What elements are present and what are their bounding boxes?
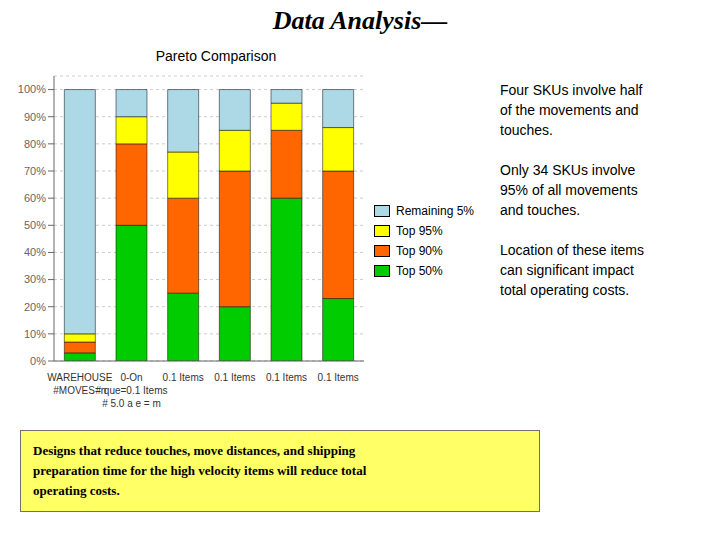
svg-text:70%: 70% (24, 165, 46, 177)
svg-text:20%: 20% (24, 301, 46, 313)
html-text:Top 50%: Top 50% (396, 264, 443, 278)
svg-text:50%: 50% (24, 219, 46, 231)
html-text:Pareto Comparison: Pareto Comparison (155, 48, 277, 64)
svg-text:10%: 10% (24, 328, 46, 340)
html-text:Remaining 5%: Remaining 5% (396, 204, 474, 218)
svg-text:90%: 90% (24, 111, 46, 123)
svg-text:40%: 40% (24, 246, 46, 258)
svg-text:0-On# que=0.1 Items# 5.0 a e =: 0-On# que=0.1 Items# 5.0 a e = m (96, 372, 168, 409)
html-text:Four SKUs involve half of the: Four SKUs involve half of the movements … (500, 82, 643, 138)
html-text:Top 95%: Top 95% (396, 224, 443, 238)
html-text:#MOVES=n: #MOVES=n (53, 385, 107, 396)
svg-text:0.1 Items: 0.1 Items (214, 372, 255, 383)
html-text:WAREHOUSE: WAREHOUSE (47, 372, 113, 383)
svg-text:0.1 Items: 0.1 Items (266, 372, 307, 383)
svg-text:100%: 100% (18, 83, 46, 95)
svg-text:0.1 Items: 0.1 Items (163, 372, 204, 383)
svg-text:0%: 0% (30, 355, 46, 367)
svg-text:60%: 60% (24, 192, 46, 204)
html-text:Location of these items can si: Location of these items can significant … (500, 242, 644, 298)
svg-text:80%: 80% (24, 138, 46, 150)
html-text:Only 34 SKUs involve 95% of al: Only 34 SKUs involve 95% of all movement… (500, 162, 638, 218)
html-text:Data Analysis—: Data Analysis— (272, 6, 448, 35)
html-text:Designs that reduce touches, m: Designs that reduce touches, move distan… (33, 443, 367, 498)
svg-text:0.1 Items: 0.1 Items (318, 372, 359, 383)
svg-text:30%: 30% (24, 273, 46, 285)
html-text:Top 90%: Top 90% (396, 244, 443, 258)
